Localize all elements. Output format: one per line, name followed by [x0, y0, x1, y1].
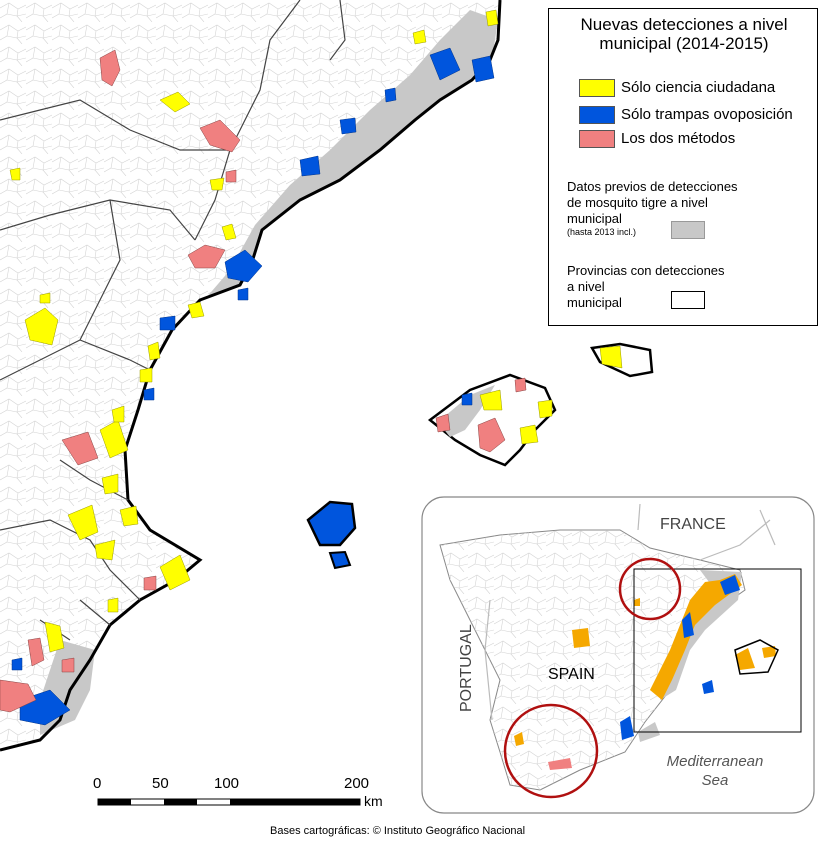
detections-pink	[0, 49, 527, 713]
previous-line2: de mosquito tigre a nivel	[567, 195, 708, 210]
scale-unit: km	[364, 793, 383, 809]
provinces-line2: a nivel	[567, 279, 605, 294]
legend-title-line2: municipal (2014-2015)	[599, 34, 769, 53]
legend-label: Sólo trampas ovoposición	[621, 106, 793, 123]
sea-line2: Sea	[701, 772, 729, 789]
previous-line3: municipal	[567, 211, 622, 226]
legend-label: Los dos métodos	[621, 130, 736, 147]
swatch-yellow	[579, 79, 615, 97]
previous-note: (hasta 2013 incl.)	[567, 227, 637, 237]
label-portugal: PORTUGAL	[458, 624, 475, 712]
scale-tick-100: 100	[214, 775, 240, 792]
label-spain: SPAIN	[548, 666, 595, 683]
legend-label: Sólo ciencia ciudadana	[621, 79, 776, 96]
detections-yellow	[9, 9, 623, 653]
provinces-line3: municipal	[567, 295, 622, 310]
legend-previous: Datos previos de detecciones de mosquito…	[567, 179, 738, 238]
inset-map	[421, 496, 815, 814]
swatch-outline	[671, 291, 705, 309]
label-sea: Mediterranean Sea	[650, 752, 780, 790]
map-credit: Bases cartográficas: © Instituto Geográf…	[270, 825, 526, 837]
legend: Nuevas detecciones a nivel municipal (20…	[548, 8, 818, 326]
scale-tick-50: 50	[152, 775, 169, 792]
provinces-line1: Provincias con detecciones	[567, 263, 725, 278]
scale-bar	[97, 798, 361, 806]
swatch-blue	[579, 106, 615, 124]
label-france: FRANCE	[660, 516, 726, 533]
scale-tick-200: 200	[344, 775, 370, 792]
swatch-pink	[579, 130, 615, 148]
legend-provinces: Provincias con detecciones a nivel munic…	[567, 263, 725, 311]
swatch-grey	[671, 221, 705, 239]
legend-title-line1: Nuevas detecciones a nivel	[580, 15, 788, 34]
legend-title: Nuevas detecciones a nivel municipal (20…	[555, 15, 813, 53]
sea-line1: Mediterranean	[666, 753, 764, 770]
previous-line1: Datos previos de detecciones	[567, 179, 738, 194]
scale-tick-0: 0	[93, 775, 102, 792]
